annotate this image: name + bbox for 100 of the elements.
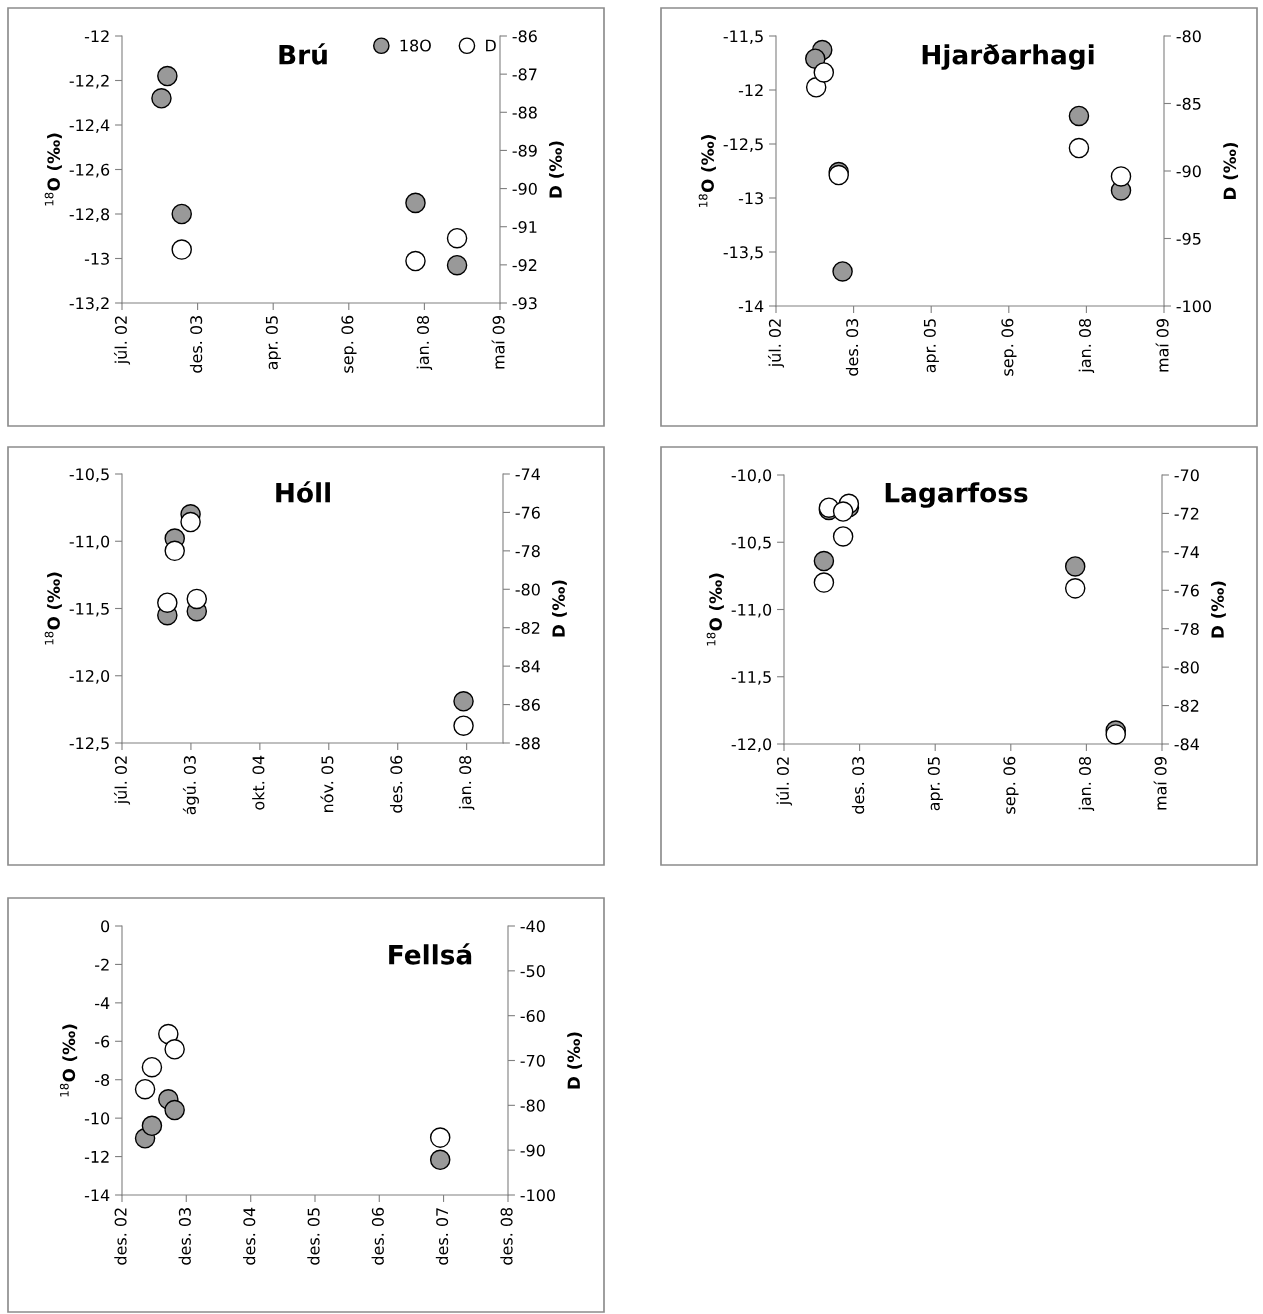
y2-tick-label: -90 (512, 182, 537, 195)
y-axis-title: $^{18}$O (‰) (44, 133, 62, 206)
y2-tick-label: -86 (512, 30, 537, 43)
x-tick-label: des. 04 (243, 1207, 256, 1265)
y-tick-label: -12,4 (69, 119, 110, 133)
y-tick-label: -11,5 (723, 30, 763, 44)
y2-tick-label: -82 (1174, 699, 1199, 712)
y2-tick-label: -80 (1174, 661, 1199, 674)
x-tick-label: des. 03 (845, 319, 859, 376)
x-tick-label: des. 07 (435, 1208, 449, 1265)
y-tick-label: -11,0 (69, 535, 110, 550)
y2-axis-title: D (‰) (1223, 143, 1239, 199)
y2-tick-label: -74 (515, 468, 540, 481)
x-tick-label: maí 09 (1153, 756, 1167, 810)
y2-axis-title: D (‰) (1211, 581, 1226, 638)
y2-tick-label: -93 (512, 297, 537, 310)
point (453, 691, 474, 712)
y-tick-label: -10 (84, 1112, 110, 1125)
x-tick-label: jan. 08 (1078, 756, 1095, 811)
y2-tick-label: -80 (1176, 30, 1201, 43)
x-tick-label: jan. 08 (1078, 318, 1095, 373)
y-axis-title: $^{18}$O (‰) (44, 572, 62, 645)
y2-tick-label: -80 (520, 1099, 545, 1112)
chart-title: Hóll (276, 481, 330, 503)
chart-title: Lagarfoss (885, 482, 1028, 508)
y-tick-label: -10,5 (731, 536, 771, 551)
x-tick-label: maí 09 (491, 315, 505, 369)
x-tick-label: júl. 02 (775, 757, 793, 806)
y2-tick-label: -70 (1174, 469, 1199, 482)
x-tick-label: maí 09 (1155, 318, 1169, 372)
point (164, 540, 185, 562)
y2-tick-label: -80 (515, 583, 540, 596)
y-tick-label: -12,2 (69, 74, 109, 89)
y-tick-label: -12 (84, 30, 109, 43)
y-tick-label: -12 (738, 84, 763, 97)
y-tick-label: -10,5 (69, 468, 109, 482)
x-tick-label: des. 06 (371, 1207, 384, 1265)
y-axis-title: $^{18}$O (‰) (59, 1024, 78, 1097)
y-tick-label: -10,0 (731, 469, 772, 483)
y2-tick-label: -82 (515, 621, 540, 635)
y2-tick-label: -100 (1176, 300, 1211, 313)
x-tick-label: des. 08 (500, 1207, 513, 1265)
y2-axis-title: D (‰) (552, 580, 567, 637)
x-tick-label: nóv. 05 (320, 756, 334, 812)
point (171, 203, 192, 225)
point (157, 65, 178, 87)
y-tick-label: -12,5 (69, 737, 109, 751)
point (813, 550, 835, 572)
y2-tick-label: -78 (1174, 622, 1199, 636)
point (186, 588, 208, 610)
y-tick-label: -13 (84, 252, 109, 265)
y2-axis-title: D (‰) (549, 141, 564, 198)
y2-tick-label: -78 (515, 545, 540, 558)
x-tick-label: okt. 04 (252, 755, 265, 810)
point (429, 1149, 451, 1171)
y2-tick-label: -90 (520, 1144, 545, 1157)
y2-tick-label: -92 (512, 259, 537, 272)
y-tick-label: -12 (84, 1150, 109, 1163)
y2-tick-label: -85 (1176, 97, 1201, 110)
y2-tick-label: -76 (1174, 584, 1199, 597)
x-tick-label: des. 03 (851, 757, 865, 814)
x-tick-label: des. 06 (389, 755, 403, 813)
y-tick-label: -12,8 (69, 208, 110, 222)
x-tick-label: ágú. 03 (182, 756, 199, 815)
y-tick-label: -11,5 (731, 671, 771, 685)
y-tick-label: -2 (95, 958, 109, 971)
y-tick-label: -11,5 (69, 602, 109, 617)
point (446, 254, 468, 276)
y2-tick-label: -86 (515, 698, 540, 711)
y2-tick-label: -91 (512, 220, 537, 234)
point (164, 1099, 185, 1121)
legend-label: D (486, 39, 496, 52)
y2-tick-label: -88 (515, 737, 540, 750)
y2-tick-label: -72 (1174, 507, 1199, 520)
point (1064, 556, 1086, 577)
point (1068, 105, 1090, 127)
x-tick-label: júl. 02 (113, 756, 131, 805)
text: Fellsá (389, 943, 472, 965)
x-tick-label: júl. 02 (113, 316, 131, 365)
x-tick-label: apr. 05 (923, 319, 939, 373)
y2-tick-label: -74 (1174, 546, 1199, 558)
y2-tick-label: -76 (515, 506, 540, 519)
x-tick-label: jan. 08 (416, 315, 433, 370)
y-tick-label: -12,0 (731, 738, 772, 752)
x-tick-label: des. 02 (114, 1208, 127, 1265)
y2-tick-label: -87 (512, 68, 537, 81)
chart-title: Hjarðarhagi (922, 44, 1094, 70)
y2-axis-title: D (‰) (567, 1032, 583, 1089)
y-tick-label: -6 (95, 1035, 110, 1048)
point (141, 1115, 163, 1137)
x-tick-label: sep. 06 (341, 315, 357, 373)
y2-tick-label: -70 (520, 1054, 545, 1067)
y2-tick-label: -100 (520, 1189, 555, 1202)
x-tick-label: apr. 05 (265, 316, 281, 370)
y-tick-label: 0 (101, 920, 110, 933)
x-tick-label: apr. 05 (927, 757, 943, 811)
x-tick-label: júl. 02 (767, 319, 785, 368)
y-tick-label: -14 (738, 300, 764, 313)
point (180, 511, 201, 533)
x-tick-label: jan. 08 (458, 755, 475, 810)
